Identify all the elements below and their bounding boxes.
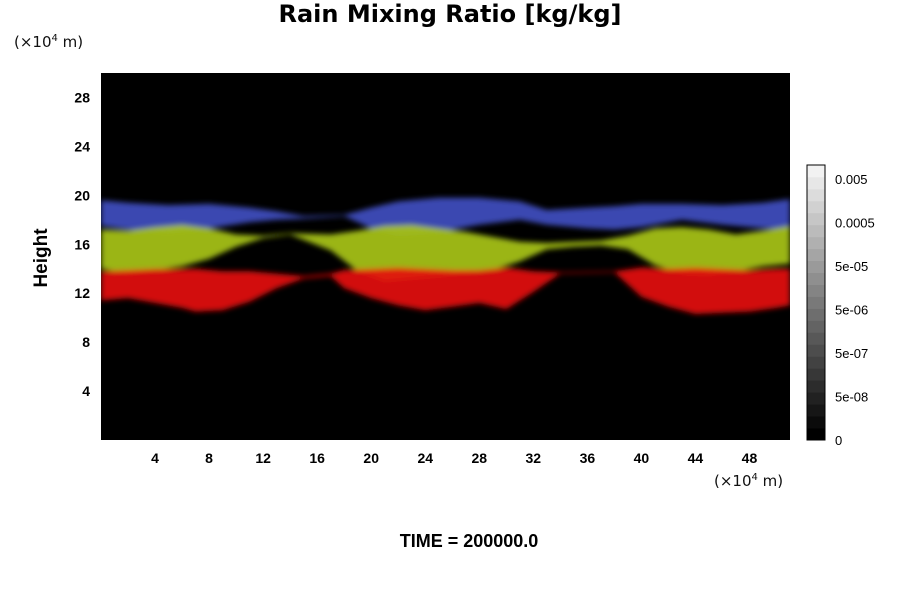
x-tick-label: 36: [580, 450, 596, 466]
colorbar-swatch: [807, 380, 825, 393]
x-tick-labels: 4 8 12 16 20 24 28 32 36 40 44 48: [151, 450, 757, 466]
x-tick-label: 40: [634, 450, 650, 466]
colorbar-swatch: [807, 356, 825, 369]
colorbar-swatch: [807, 332, 825, 345]
y-unit-suffix: m): [57, 33, 84, 51]
colorbar-frame: [806, 164, 826, 441]
chart-title: Rain Mixing Ratio [kg/kg]: [278, 0, 622, 28]
colorbar-swatch: [807, 188, 825, 202]
colorbar-swatch: [807, 308, 825, 321]
x-tick-label: 44: [688, 450, 704, 466]
colorbar-swatch: [807, 224, 825, 238]
x-tick-label: 24: [417, 450, 433, 466]
x-tick-label: 32: [526, 450, 542, 466]
rain-layers: [101, 197, 790, 314]
x-tick-label: 48: [742, 450, 758, 466]
x-tick-label: 16: [309, 450, 325, 466]
colorbar-swatch: [807, 320, 825, 333]
x-unit-exponent: 4: [751, 472, 758, 483]
x-tick-label: 12: [255, 450, 271, 466]
colorbar-swatch: [807, 176, 825, 190]
y-tick-label: 16: [74, 236, 90, 252]
y-axis-unit: (×104 m): [14, 33, 83, 51]
colorbar-swatch: [807, 296, 825, 309]
colorbar-swatch: [807, 428, 825, 441]
colorbar-label: 0.005: [835, 172, 868, 187]
y-unit-exponent: 4: [51, 33, 58, 44]
colorbar-swatch: [807, 416, 825, 429]
colorbar-label: 5e-07: [835, 346, 868, 361]
x-tick-label: 28: [471, 450, 487, 466]
colorbar-label: 5e-06: [835, 303, 868, 318]
colorbar-swatch: [807, 248, 825, 262]
x-axis-unit: (×104 m): [714, 472, 783, 490]
colorbar: 0.005 0.0005 5e-05 5e-06 5e-07 5e-08 0: [806, 164, 875, 448]
colorbar-label: 0: [835, 433, 842, 448]
y-tick-label: 20: [74, 187, 90, 203]
colorbar-swatch: [807, 284, 825, 297]
y-tick-labels: 4 8 12 16 20 24 28: [74, 89, 90, 399]
layer-yellow-green: [101, 224, 790, 281]
colorbar-swatch: [807, 260, 825, 274]
colorbar-swatch: [807, 368, 825, 381]
x-tick-label: 4: [151, 450, 159, 466]
layer-red: [101, 267, 790, 314]
x-tick-label: 20: [363, 450, 379, 466]
colorbar-swatch: [807, 212, 825, 226]
colorbar-label: 5e-08: [835, 390, 868, 405]
x-tick-label: 8: [205, 450, 213, 466]
x-unit-prefix: (×10: [714, 472, 752, 490]
colorbar-swatch: [807, 392, 825, 405]
x-unit-suffix: m): [757, 472, 784, 490]
colorbar-label: 5e-05: [835, 259, 868, 274]
y-tick-label: 4: [82, 383, 90, 399]
layer-blue: [101, 197, 790, 235]
y-tick-label: 8: [82, 334, 90, 350]
colorbar-swatch: [807, 344, 825, 357]
colorbar-swatch: [807, 404, 825, 417]
y-unit-prefix: (×10: [14, 33, 52, 51]
y-tick-label: 24: [74, 138, 90, 154]
y-tick-label: 12: [74, 285, 90, 301]
colorbar-swatch: [807, 200, 825, 214]
colorbar-swatch: [807, 236, 825, 250]
colorbar-label: 0.0005: [835, 216, 875, 231]
colorbar-swatch: [807, 165, 825, 178]
time-label: TIME = 200000.0: [399, 531, 539, 551]
y-tick-label: 28: [74, 89, 90, 105]
colorbar-swatch: [807, 272, 825, 285]
